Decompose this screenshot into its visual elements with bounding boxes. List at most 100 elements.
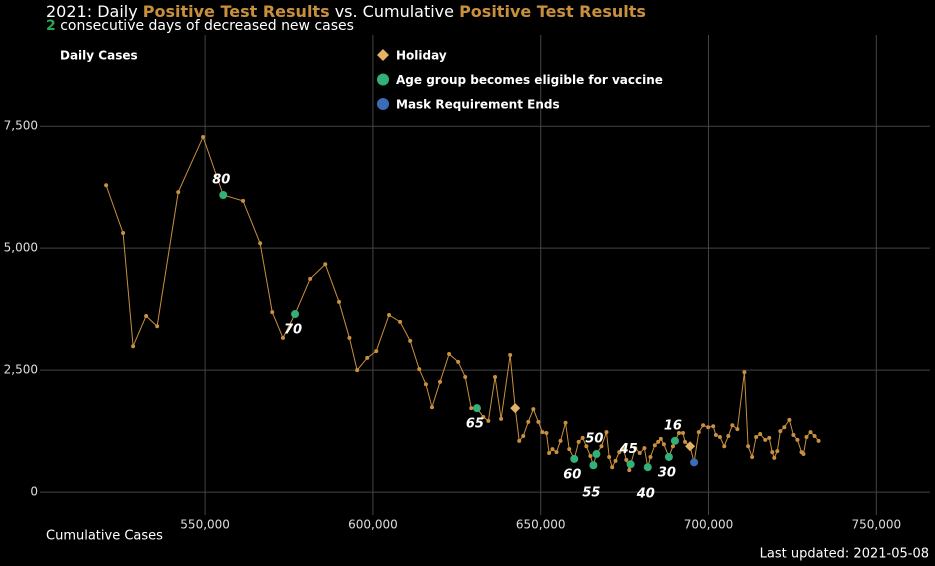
legend-label: Holiday [396,49,447,63]
point [742,370,747,375]
title-part: vs. Cumulative [330,2,459,21]
point [456,359,461,364]
x-tick-label: 750,000 [851,518,901,532]
point [374,349,379,354]
vaccine-marker [472,404,481,413]
point [627,468,632,473]
point [670,444,675,449]
point [438,379,443,384]
x-axis-label: Cumulative Cases [46,529,163,544]
point [536,419,541,424]
streak-count: 2 [46,18,56,34]
age-label: 50 [585,432,603,447]
point [567,447,572,452]
point [547,451,552,456]
x-tick-label: 600,000 [348,518,398,532]
point [701,423,706,428]
point [429,405,434,410]
point [347,335,352,340]
point [801,452,806,457]
point [696,430,701,435]
point [642,446,647,451]
point [804,434,809,439]
mask-marker [690,458,699,467]
point [795,437,800,442]
point [365,355,370,360]
point [588,453,593,458]
point [633,446,638,451]
point [658,436,663,441]
subtitle-text: consecutive days of decreased new cases [56,18,354,34]
point [121,231,126,236]
legend-swatch [377,73,389,86]
point [499,416,504,421]
point [258,241,263,246]
point [775,449,780,454]
holiday-marker [685,441,696,452]
age-label: 16 [664,418,682,433]
y-tick-label: 5,000 [4,241,38,255]
point [770,450,775,455]
point [726,433,731,438]
point [613,458,618,463]
point [637,451,642,456]
point [722,444,727,449]
age-label: 60 [563,467,581,482]
point [791,433,796,437]
title-part: Positive Test Results [459,2,646,21]
legend-label: Age group becomes eligible for vaccine [396,73,663,87]
point [398,319,403,324]
point [201,134,206,139]
vaccine-marker [589,461,598,470]
point [711,424,716,429]
point [772,455,777,460]
point [576,439,581,444]
point [584,444,589,449]
point [735,427,740,432]
point [521,433,526,438]
point [717,434,722,439]
point [508,353,513,357]
age-label: 45 [619,442,638,457]
vaccine-marker [219,191,228,199]
point [176,190,181,195]
point [610,465,615,470]
chart-title: 2021: Daily Positive Test Results vs. Cu… [46,2,646,21]
point [469,406,474,411]
x-tick-label: 700,000 [684,518,734,532]
point [550,447,555,452]
point [754,434,759,439]
point [408,338,413,343]
point [540,430,545,435]
footer: Last updated: 2021-05-08 [760,547,929,562]
point [526,419,531,424]
point [676,431,681,436]
point [648,454,653,459]
point [683,439,688,444]
x-tick-label: 550,000 [180,518,230,532]
point [280,335,285,340]
y-tick-label: 7,500 [4,119,38,133]
point [558,438,563,443]
title-part: Positive Test Results [143,2,330,21]
vaccine-marker [670,436,679,445]
point [661,442,666,447]
point [355,368,360,373]
point [481,414,486,419]
point [808,430,813,435]
point [493,374,498,379]
point [241,198,246,203]
legend-label: Mask Requirement Ends [396,98,560,112]
title-part: 2021: Daily [46,2,143,21]
age-label: 30 [658,465,676,480]
point [463,374,468,379]
point [423,382,428,387]
vaccine-marker [643,463,652,472]
point [131,344,136,349]
point [486,418,491,423]
point [607,454,612,459]
point [652,443,657,448]
y-tick-label: 2,500 [4,363,38,377]
point [763,437,768,442]
